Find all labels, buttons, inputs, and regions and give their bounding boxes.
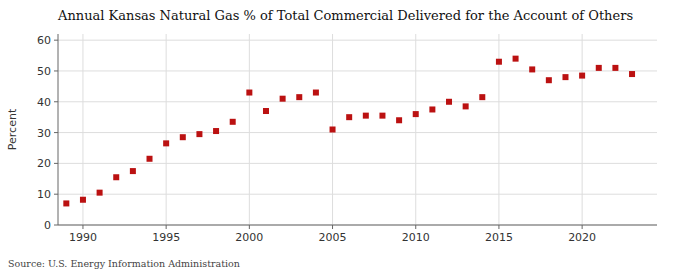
point [429, 106, 435, 112]
y-tick-label: 20 [37, 157, 51, 170]
point [113, 174, 119, 180]
point [413, 111, 419, 117]
y-tick-label: 10 [37, 188, 51, 201]
x-grid-line [166, 34, 167, 225]
y-tick [54, 194, 58, 195]
point [80, 197, 86, 203]
x-grid-line [249, 34, 250, 225]
point [513, 56, 519, 62]
y-axis-label: Percent [6, 108, 19, 150]
point [396, 117, 402, 123]
x-tick [498, 225, 499, 229]
x-grid-line [582, 34, 583, 225]
y-axis-line [58, 34, 59, 225]
y-tick [54, 101, 58, 102]
x-tick-label: 2000 [235, 231, 263, 244]
y-grid-line [58, 163, 657, 164]
point [246, 90, 252, 96]
point [196, 131, 202, 137]
ticks: 1990 1995 2000 2005 2010 2015 2020 0 10 20 30 40 50 6… [37, 34, 596, 244]
y-tick [54, 225, 58, 226]
point [496, 59, 502, 65]
title: Annual Kansas Natural Gas % of Total Com… [57, 8, 633, 23]
x-tick-label: 2010 [402, 231, 430, 244]
point [446, 99, 452, 105]
point [546, 77, 552, 83]
y-tick-label: 30 [37, 127, 51, 140]
y-tick [54, 132, 58, 133]
x-tick [582, 225, 583, 229]
point [346, 114, 352, 120]
points [63, 56, 635, 207]
x-tick-label: 1995 [152, 231, 180, 244]
point [63, 200, 69, 206]
point [579, 73, 585, 79]
point [629, 71, 635, 77]
y-tick-label: 50 [37, 65, 51, 78]
y-tick [54, 40, 58, 41]
x-grid-line [415, 34, 416, 225]
point [230, 119, 236, 125]
chart: 1990 1995 2000 2005 2010 2015 2020 0 10 20 30 40 50 6… [0, 0, 675, 275]
y-grid-line [58, 40, 657, 41]
x-tick [249, 225, 250, 229]
y-tick [54, 70, 58, 71]
point [280, 96, 286, 102]
x-tick [332, 225, 333, 229]
y-tick [54, 163, 58, 164]
point [180, 134, 186, 140]
x-axis-line [58, 225, 657, 226]
point [596, 65, 602, 71]
point [130, 168, 136, 174]
point [562, 74, 568, 80]
y-tick-label: 60 [37, 34, 51, 47]
x-tick-label: 2015 [485, 231, 513, 244]
point [213, 128, 219, 134]
point [296, 94, 302, 100]
point [479, 94, 485, 100]
point [313, 90, 319, 96]
point [529, 66, 535, 72]
x-tick [166, 225, 167, 229]
x-tick-label: 2020 [568, 231, 596, 244]
x-tick-label: 2005 [319, 231, 347, 244]
point [330, 127, 336, 133]
y-grid-line [58, 101, 657, 102]
y-tick-label: 40 [37, 96, 51, 109]
y-tick-label: 0 [44, 219, 51, 232]
point [379, 113, 385, 119]
x-tick [82, 225, 83, 229]
x-tick-label: 1990 [69, 231, 97, 244]
point [612, 65, 618, 71]
annotation: Source: U.S. Energy Information Administ… [8, 258, 240, 269]
point [363, 113, 369, 119]
point [163, 140, 169, 146]
point [97, 190, 103, 196]
x-tick [415, 225, 416, 229]
y-grid-line [58, 70, 657, 71]
y-grid-line [58, 132, 657, 133]
y-grid-line [58, 194, 657, 195]
grid [58, 34, 657, 225]
point [147, 156, 153, 162]
point [263, 108, 269, 114]
y-grid-line [58, 225, 657, 226]
x-grid-line [82, 34, 83, 225]
point [463, 103, 469, 109]
